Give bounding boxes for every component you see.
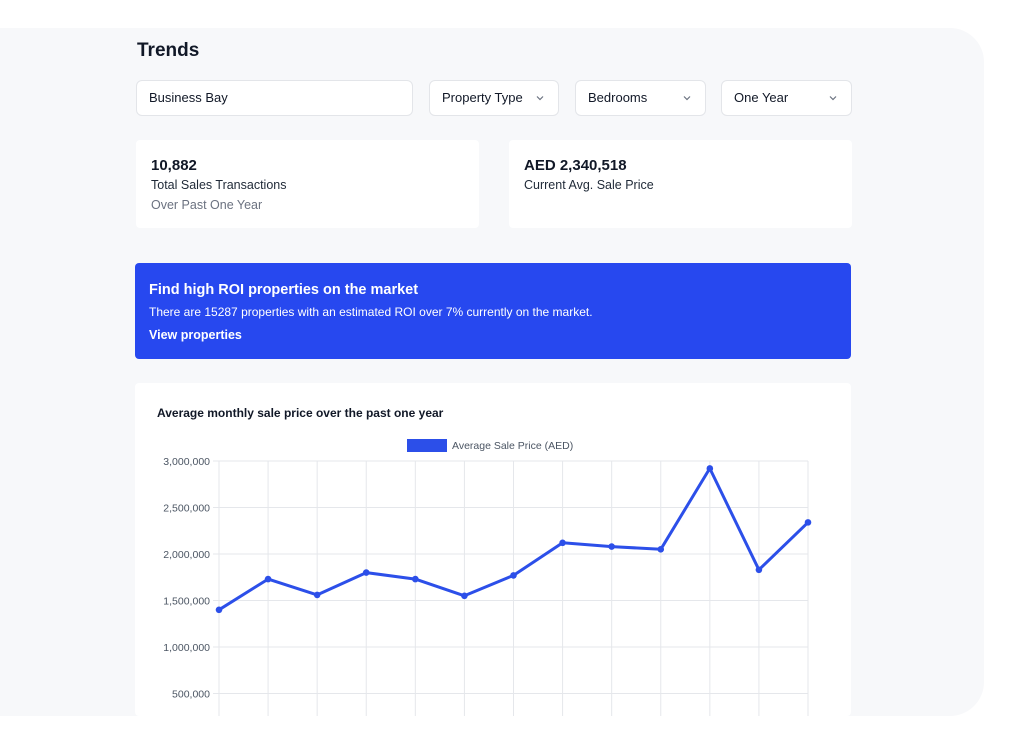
data-point [461, 592, 468, 600]
property-type-label: Property Type [442, 90, 523, 105]
y-tick-label: 3,000,000 [163, 456, 210, 468]
data-point [510, 572, 517, 579]
data-point [657, 546, 665, 553]
bedrooms-dropdown[interactable]: Bedrooms [575, 80, 706, 116]
data-point [755, 566, 763, 574]
chart-title: Average monthly sale price over the past… [157, 406, 444, 420]
y-tick-label: 2,500,000 [163, 503, 210, 515]
y-tick-label: 1,500,000 [163, 596, 210, 608]
avg-price-label: Current Avg. Sale Price [524, 178, 654, 192]
y-tick-label: 1,000,000 [163, 642, 210, 654]
data-point [608, 543, 615, 550]
period-label: One Year [734, 90, 789, 105]
data-point [313, 591, 321, 599]
banner-text: There are 15287 properties with an estim… [149, 305, 593, 319]
property-type-dropdown[interactable]: Property Type [429, 80, 559, 116]
transactions-value: 10,882 [151, 157, 197, 174]
location-input[interactable]: Business Bay [136, 80, 413, 116]
chevron-down-icon [829, 96, 837, 101]
y-tick-label: 2,000,000 [163, 549, 210, 561]
data-point [804, 519, 812, 526]
view-properties-link[interactable]: View properties [149, 328, 242, 342]
transactions-period: Over Past One Year [151, 198, 263, 212]
chevron-down-icon [536, 96, 544, 101]
period-dropdown[interactable]: One Year [721, 80, 852, 116]
data-point [215, 606, 223, 614]
banner-heading: Find high ROI properties on the market [149, 282, 419, 298]
data-point [559, 539, 566, 547]
transactions-label: Total Sales Transactions [151, 178, 287, 192]
line-chart: 3,000,000 2,500,000 2,000,000 1,500,000 1,00… [163, 439, 812, 716]
avg-price-value: AED 2,340,518 [524, 157, 627, 174]
data-point [362, 569, 370, 576]
page-title: Trends [137, 40, 200, 61]
chevron-down-icon [683, 96, 691, 101]
chart-card: Average monthly sale price over the past… [135, 383, 851, 716]
roi-banner: Find high ROI properties on the market T… [135, 263, 851, 359]
data-point [264, 575, 272, 583]
legend-swatch [407, 439, 447, 452]
avg-price-card: AED 2,340,518 Current Avg. Sale Price [509, 140, 852, 228]
y-tick-label: 500,000 [172, 689, 210, 701]
transactions-card: 10,882 Total Sales Transactions Over Pas… [136, 140, 479, 228]
legend-label: Average Sale Price (AED) [452, 440, 573, 452]
data-point [412, 575, 419, 583]
bedrooms-label: Bedrooms [588, 90, 648, 105]
data-point [706, 465, 714, 472]
